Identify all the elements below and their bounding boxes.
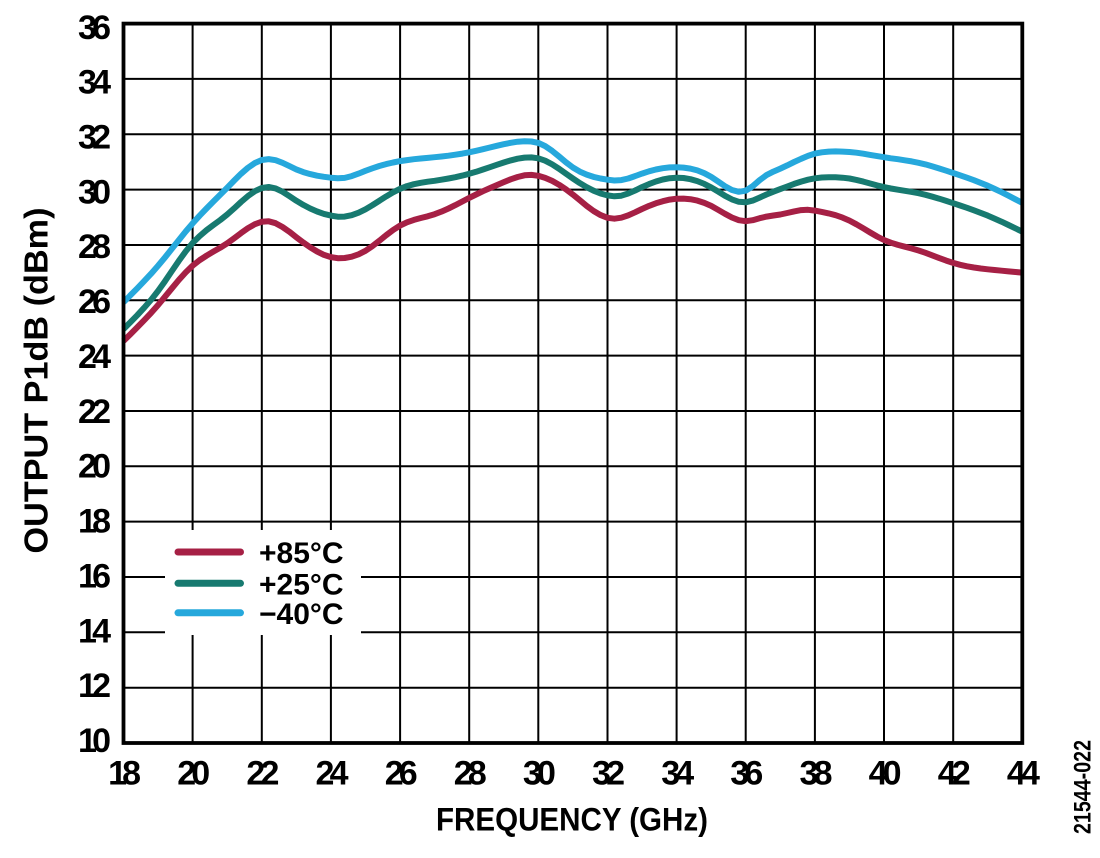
svg-text:36: 36 <box>730 754 763 792</box>
svg-text:−40°C: −40°C <box>259 598 344 631</box>
svg-text:28: 28 <box>454 754 487 792</box>
svg-text:12: 12 <box>78 667 111 705</box>
svg-text:34: 34 <box>78 64 111 102</box>
svg-text:24: 24 <box>78 338 111 376</box>
svg-text:14: 14 <box>78 612 111 650</box>
svg-text:22: 22 <box>246 754 279 792</box>
svg-text:16: 16 <box>78 557 111 595</box>
svg-text:26: 26 <box>78 283 111 321</box>
svg-text:FREQUENCY (GHz): FREQUENCY (GHz) <box>436 802 708 838</box>
svg-text:26: 26 <box>385 754 418 792</box>
svg-text:32: 32 <box>78 119 111 157</box>
svg-text:OUTPUT P1dB (dBm): OUTPUT P1dB (dBm) <box>18 208 55 554</box>
svg-text:44: 44 <box>1007 754 1040 792</box>
svg-text:34: 34 <box>661 754 694 792</box>
svg-text:30: 30 <box>78 173 111 211</box>
svg-text:20: 20 <box>78 448 111 486</box>
svg-text:18: 18 <box>108 754 141 792</box>
svg-text:36: 36 <box>78 9 111 47</box>
svg-text:30: 30 <box>523 754 556 792</box>
svg-text:10: 10 <box>78 722 111 760</box>
svg-text:21544-022: 21544-022 <box>1069 740 1096 834</box>
svg-text:+85°C: +85°C <box>259 537 344 570</box>
svg-text:20: 20 <box>177 754 210 792</box>
svg-text:22: 22 <box>78 393 111 431</box>
svg-text:42: 42 <box>938 754 971 792</box>
svg-text:18: 18 <box>78 503 111 541</box>
svg-text:32: 32 <box>592 754 625 792</box>
svg-text:38: 38 <box>800 754 833 792</box>
svg-text:24: 24 <box>316 754 349 792</box>
svg-text:40: 40 <box>869 754 902 792</box>
svg-text:+25°C: +25°C <box>259 568 344 601</box>
svg-text:28: 28 <box>78 228 111 266</box>
